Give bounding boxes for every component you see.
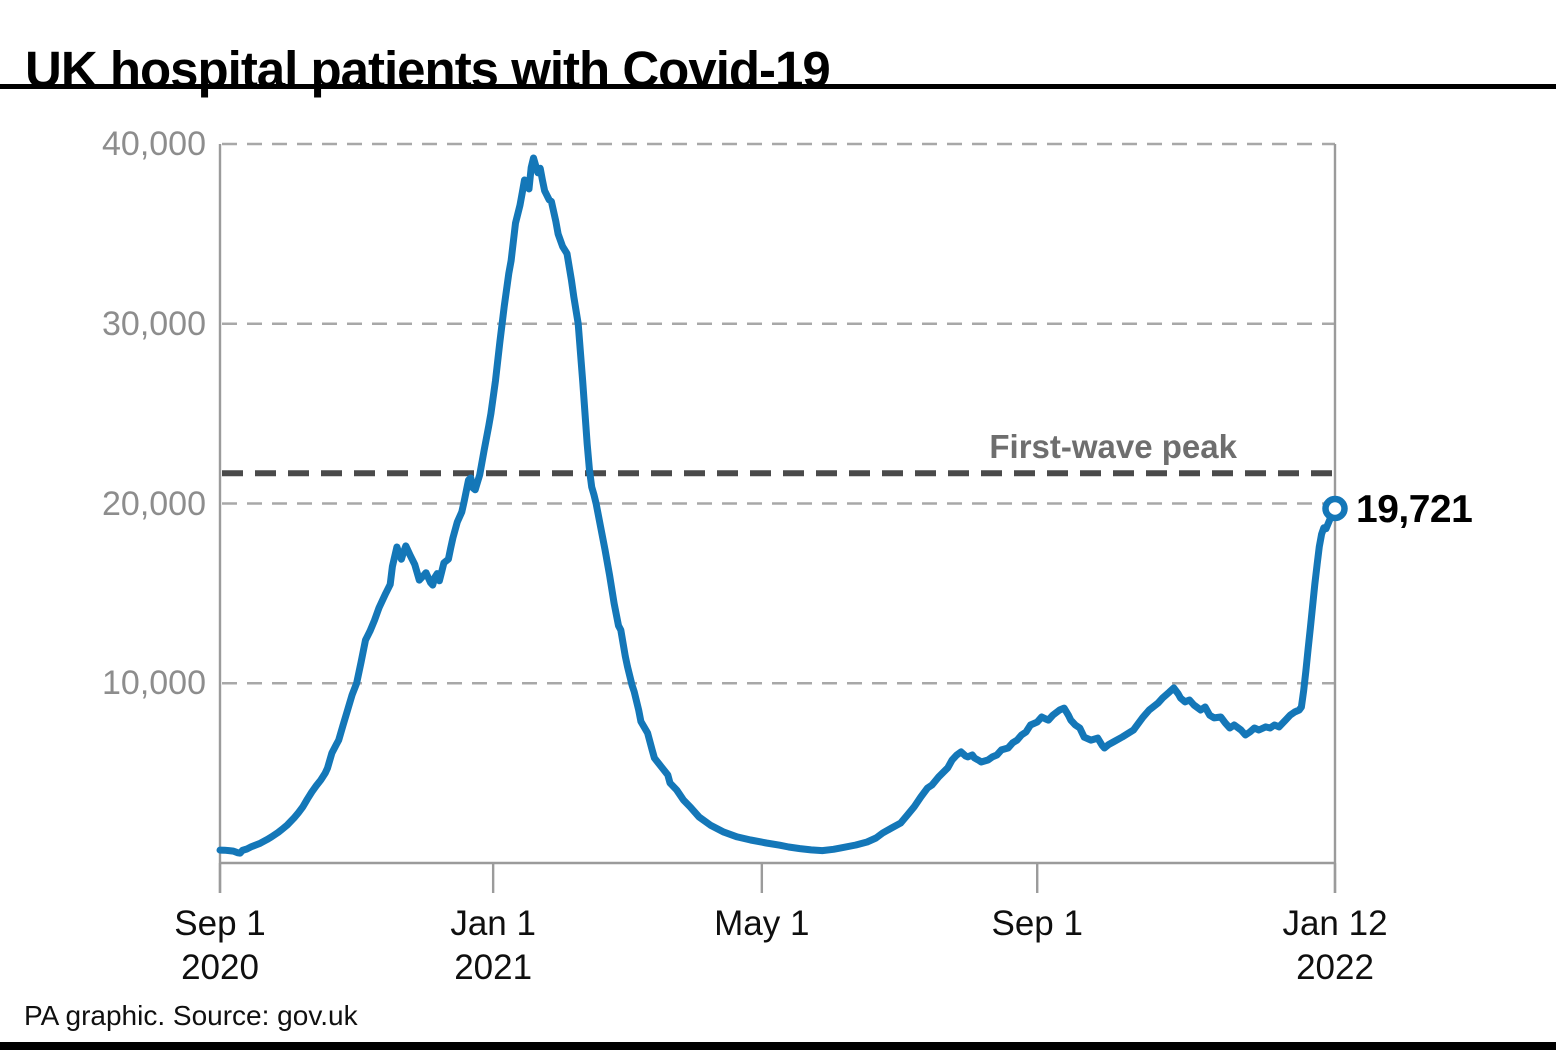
x-axis-label-Sep-1: Sep 1 2020 xyxy=(174,904,266,987)
x-axis-label-Jan-12: Jan 12 2022 xyxy=(1282,904,1388,987)
x-axis-label-Sep-1: Sep 1 xyxy=(991,904,1083,943)
source-credit: PA graphic. Source: gov.uk xyxy=(24,1000,358,1031)
y-axis-label-40,000: 40,000 xyxy=(102,125,206,163)
first-wave-peak-annotation: First-wave peak xyxy=(989,428,1237,465)
y-axis-label-30,000: 30,000 xyxy=(102,304,206,343)
patients-line-series xyxy=(216,154,1339,857)
y-axis-label-10,000: 10,000 xyxy=(102,664,206,703)
title-underline-rule xyxy=(0,84,1556,89)
footer-bar xyxy=(0,1042,1556,1050)
x-axis-label-May-1: May 1 xyxy=(714,904,810,943)
x-axis-label-Jan-1: Jan 1 2021 xyxy=(450,904,536,987)
latest-value-label: 19,721 xyxy=(1356,488,1473,531)
latest-value-marker xyxy=(1322,495,1348,522)
chart-title: UK hospital patients with Covid-19 xyxy=(25,41,831,99)
y-axis-label-20,000: 20,000 xyxy=(102,484,206,523)
